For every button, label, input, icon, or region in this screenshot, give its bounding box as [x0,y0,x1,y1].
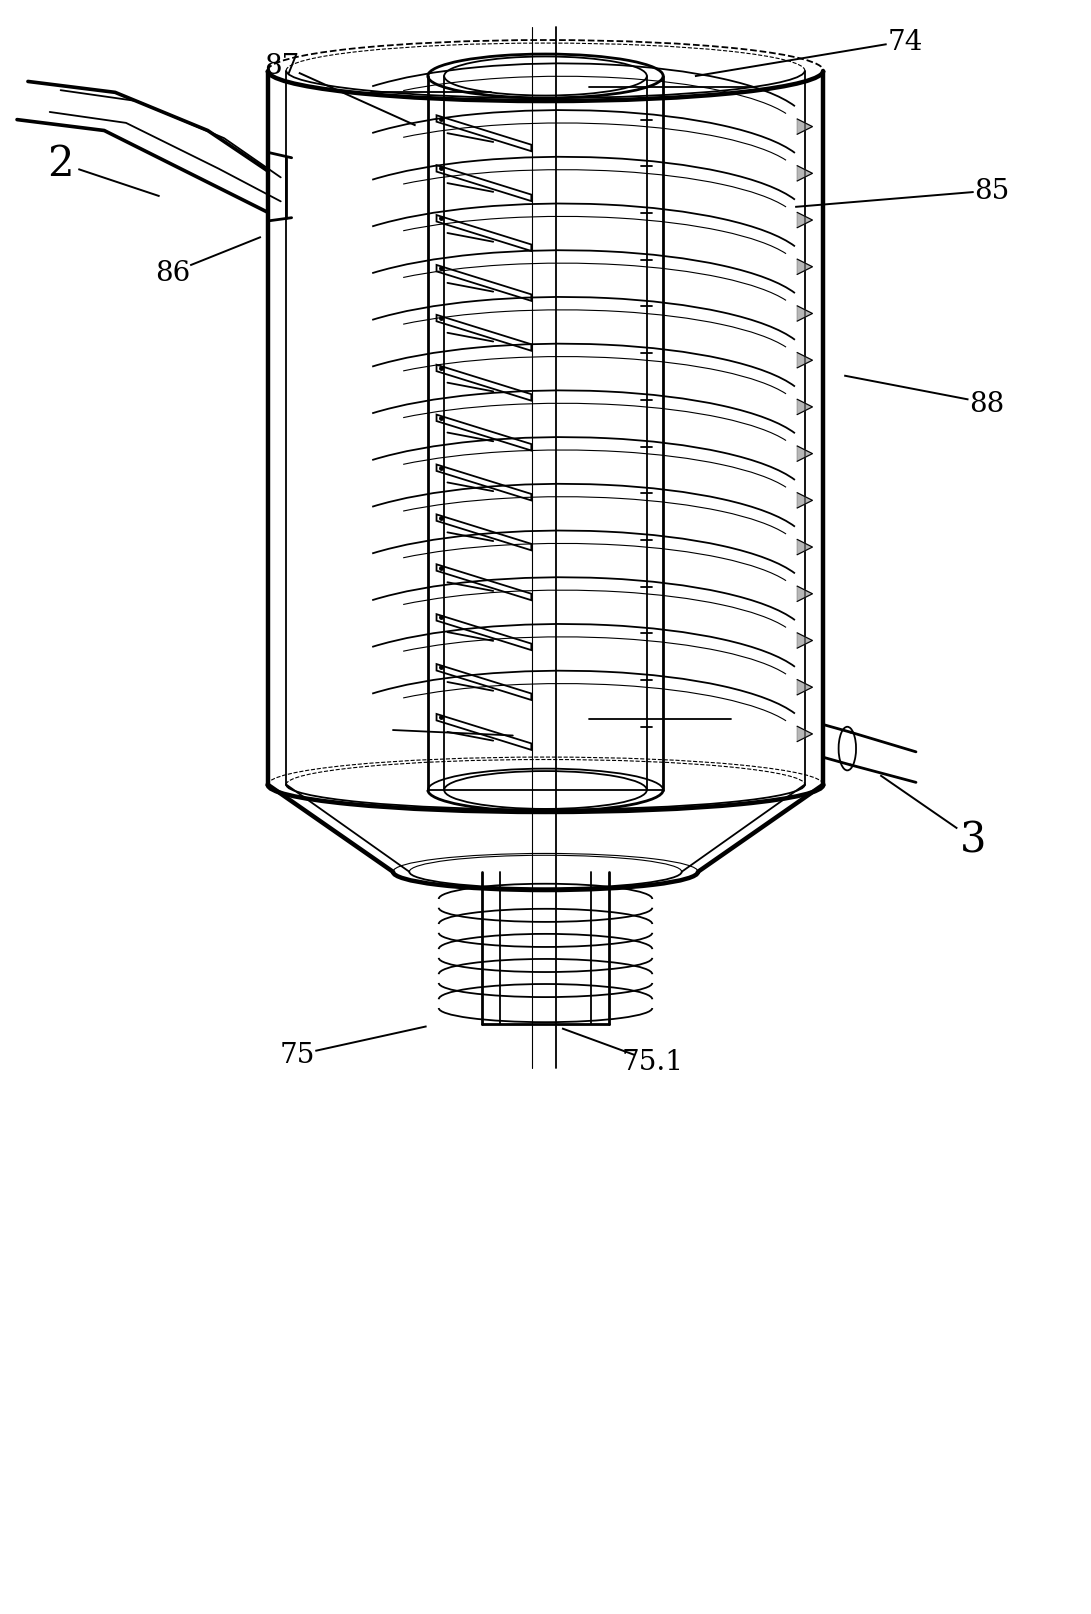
Text: 2: 2 [47,144,74,186]
Polygon shape [798,541,813,555]
Text: 74: 74 [887,29,923,55]
Polygon shape [798,587,813,602]
Polygon shape [798,213,813,229]
Polygon shape [798,400,813,415]
Polygon shape [798,494,813,508]
Polygon shape [798,447,813,462]
Polygon shape [798,166,813,182]
Polygon shape [798,679,813,696]
Text: 88: 88 [969,391,1005,418]
Polygon shape [798,119,813,136]
Text: 87: 87 [264,53,300,79]
Polygon shape [798,353,813,368]
Text: 75: 75 [279,1041,315,1068]
Text: 75.1: 75.1 [621,1047,683,1075]
Text: 3: 3 [959,818,986,860]
Polygon shape [798,260,813,276]
Text: 86: 86 [155,260,191,287]
Polygon shape [798,307,813,321]
Text: 85: 85 [974,178,1010,205]
Polygon shape [798,726,813,742]
Polygon shape [798,633,813,649]
